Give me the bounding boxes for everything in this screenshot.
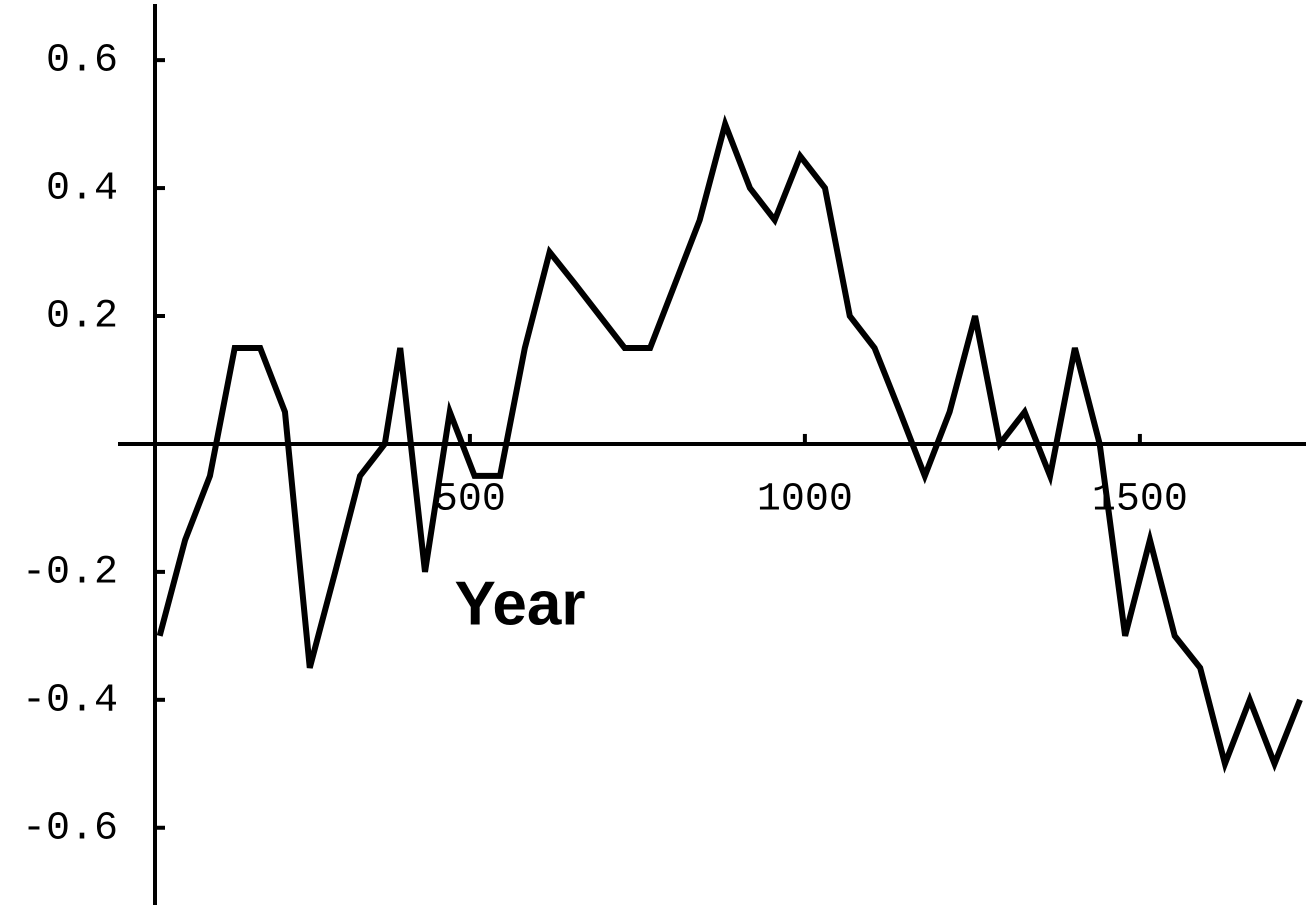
y-tick-label: -0.6 — [22, 806, 118, 851]
data-line — [156, 114, 1303, 774]
x-axis-label: Year — [454, 569, 585, 638]
x-tick-label: 1000 — [757, 478, 853, 523]
y-tick-label: -0.4 — [22, 678, 118, 723]
y-tick-label: 0.4 — [46, 167, 118, 212]
y-tick-label: 0.2 — [46, 295, 118, 340]
y-tick-label: -0.2 — [22, 550, 118, 595]
y-tick-label: 0.6 — [46, 39, 118, 84]
x-tick-label: 500 — [434, 478, 506, 523]
